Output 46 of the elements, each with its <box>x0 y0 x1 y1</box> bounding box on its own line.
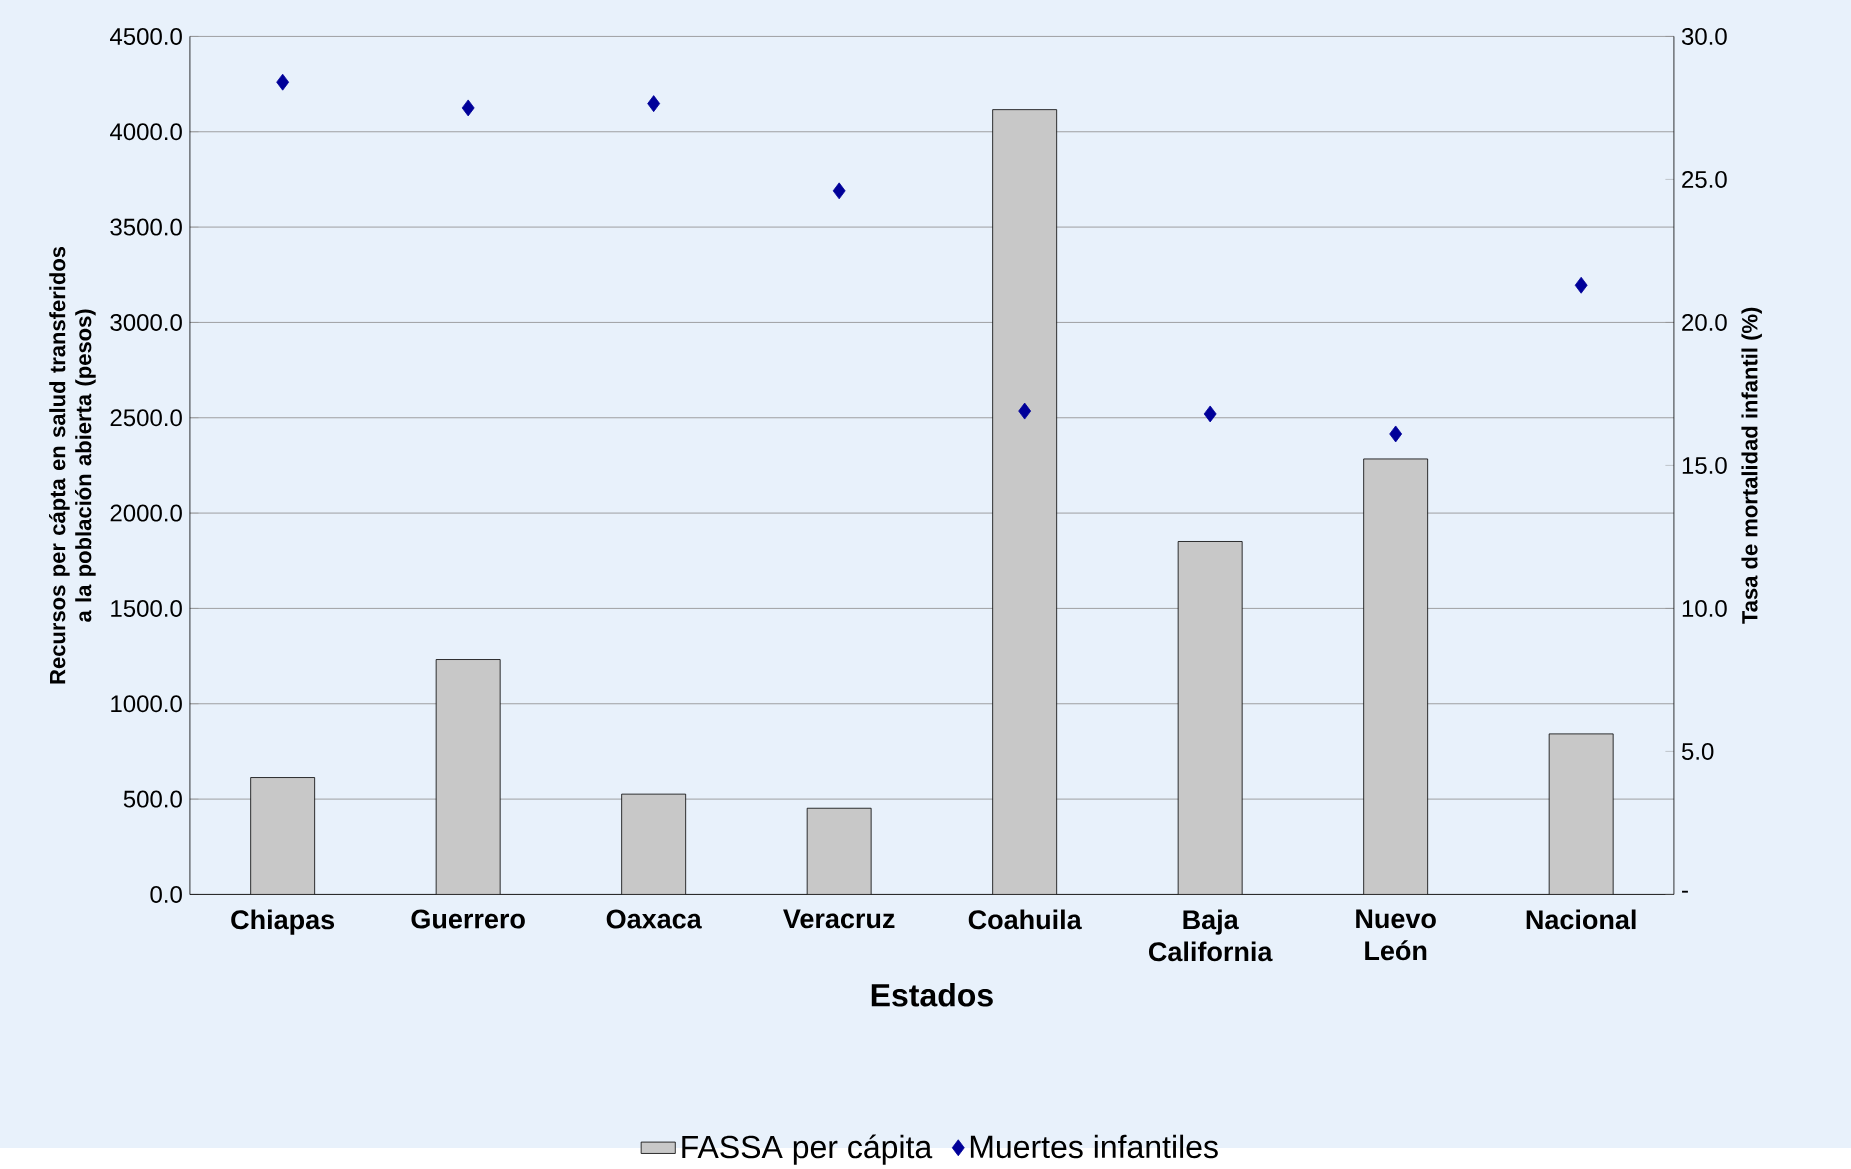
bar <box>1548 733 1614 895</box>
point <box>1389 425 1403 443</box>
y-tick-label: 2000.0 <box>110 504 182 522</box>
x-axis-title: Estados <box>871 983 993 1007</box>
y-tick-label: 0.0 <box>150 885 182 903</box>
y2-tick-label: 25.0 <box>1682 170 1727 188</box>
y2-tick-label: 10.0 <box>1682 599 1727 617</box>
x-tick-label: Guerrero <box>411 909 525 929</box>
point <box>1574 276 1588 294</box>
legend-label: FASSA per cápita <box>682 1134 933 1165</box>
bar <box>806 807 872 895</box>
point <box>276 73 290 91</box>
y-axis-title: Recursos per cápta en salud transferidos a la población abierta (pesos) <box>49 246 96 684</box>
y-tick-label: 4500.0 <box>110 27 182 45</box>
point <box>1018 402 1032 420</box>
y2-tick-label: 20.0 <box>1682 313 1727 331</box>
x-tick-label: Nacional <box>1526 909 1636 930</box>
point <box>647 95 661 113</box>
x-tick-label: Coahuila <box>968 909 1082 930</box>
bar <box>435 659 501 895</box>
y-tick-label: 1500.0 <box>111 599 182 617</box>
x-tick-label: Veracruz <box>783 909 895 929</box>
y2-axis-title: Tasa de mortalidad infantil (%) <box>1741 307 1762 624</box>
point <box>832 182 846 200</box>
y2-tick-label: 30.0 <box>1681 27 1727 45</box>
bar <box>621 793 687 895</box>
bar <box>992 109 1058 895</box>
point <box>461 99 475 117</box>
x-tick-label: Nuevo León <box>1356 909 1436 961</box>
y-tick-label: 1000.0 <box>111 695 182 713</box>
point <box>1203 405 1217 423</box>
x-tick-label: Chiapas <box>231 909 335 935</box>
bar <box>1177 541 1243 895</box>
bar <box>1363 458 1429 895</box>
y2-tick-label: 15.0 <box>1682 456 1727 474</box>
x-tick-label: Baja California <box>1149 909 1273 962</box>
y-tick-label: 2500.0 <box>110 409 182 427</box>
y2-tick-label: - <box>1682 890 1688 893</box>
y-tick-label: 4000.0 <box>110 123 182 141</box>
y-tick-label: 3500.0 <box>110 218 182 236</box>
legend-label: Muertes infantiles <box>970 1134 1218 1159</box>
y-tick-label: 3000.0 <box>110 313 182 331</box>
bar <box>250 777 316 895</box>
y2-tick-label: 5.0 <box>1681 742 1714 760</box>
y-tick-label: 500.0 <box>123 790 182 808</box>
x-tick-label: Oaxaca <box>606 909 702 929</box>
